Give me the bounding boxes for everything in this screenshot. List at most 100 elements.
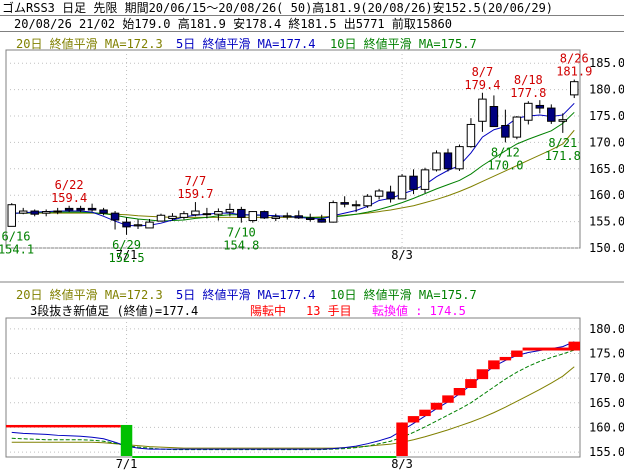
- candle-body: [512, 116, 522, 138]
- candle-body: [283, 215, 292, 218]
- break-brick: [465, 379, 477, 388]
- annotation-date: 6/16: [2, 229, 31, 243]
- candle-body: [225, 208, 235, 213]
- candle-body: [110, 212, 120, 221]
- candle-body: [363, 195, 372, 207]
- annotation-value: 181.9: [556, 65, 592, 79]
- candle-body: [202, 213, 212, 216]
- break-brick: [488, 360, 500, 370]
- candle-body: [87, 207, 97, 211]
- candle-body: [397, 175, 407, 200]
- candle-body: [524, 102, 533, 121]
- candle-body: [478, 98, 487, 122]
- break-brick: [6, 424, 121, 428]
- candle-body: [420, 169, 430, 190]
- break-brick: [522, 347, 569, 351]
- annotation-date: 8/26: [560, 52, 589, 66]
- break-plot-area: [5, 317, 581, 458]
- break-brick: [442, 395, 454, 403]
- annotation-value: 154.1: [0, 242, 34, 256]
- candle-body: [466, 123, 476, 148]
- candle-x-tick-label: 8/3: [391, 248, 413, 262]
- break-legend-ma20: 20日 終値平滑 MA=172.3: [16, 287, 163, 302]
- candle-body: [237, 208, 246, 218]
- candle-body: [191, 210, 200, 216]
- candle-body: [501, 125, 510, 138]
- break-brick: [132, 456, 397, 459]
- candle-body: [328, 202, 338, 223]
- annotation-value: 171.8: [545, 149, 581, 163]
- annotation-value: 159.4: [51, 191, 87, 205]
- candle-body: [168, 215, 177, 219]
- candle-body: [443, 152, 453, 170]
- candle-y-tick-label: 180.0: [589, 83, 624, 97]
- annotation-value: 152.5: [108, 251, 144, 265]
- candle-body: [214, 211, 223, 215]
- break-brick: [407, 416, 420, 423]
- candle-body: [351, 204, 361, 207]
- candle-y-tick-label: 165.0: [589, 162, 624, 176]
- annotation-value: 170.0: [487, 158, 523, 172]
- candle-body: [64, 207, 74, 211]
- candle-body: [156, 214, 166, 222]
- candle-body: [260, 211, 269, 219]
- candle-y-tick-label: 155.0: [589, 215, 624, 229]
- candle-body: [570, 81, 579, 96]
- candle-body: [271, 216, 281, 219]
- candle-body: [248, 211, 258, 222]
- break-y-tick-label: 180.0: [589, 322, 624, 336]
- candle-body: [374, 190, 384, 197]
- break-state: 陽転中: [250, 303, 286, 318]
- break-x-tick-label: 8/3: [391, 457, 413, 471]
- candlestick-panel: 20日 終値平滑 MA=172.3 5日 終値平滑 MA=177.4 10日 終値平…: [0, 36, 624, 265]
- break-info-label: 3段抜き新値足 (終値)=177.4: [30, 303, 198, 318]
- break-brick: [499, 356, 512, 361]
- break-reversal-value: 転換値 : 174.5: [372, 303, 466, 318]
- candle-body: [179, 213, 189, 218]
- candle-body: [547, 107, 556, 122]
- break-brick: [419, 409, 431, 417]
- break-brick: [396, 422, 408, 457]
- candle-body: [145, 221, 154, 229]
- candle-body: [409, 175, 418, 190]
- candle-body: [133, 224, 143, 227]
- candle-body: [340, 202, 349, 205]
- annotation-date: 8/12: [491, 145, 520, 159]
- candle-body: [386, 191, 395, 200]
- break-count: 13 手目: [306, 304, 352, 318]
- candle-body: [41, 211, 51, 214]
- candle-body: [455, 146, 464, 170]
- break-brick: [511, 350, 523, 357]
- annotation-date: 6/22: [55, 178, 84, 192]
- candle-legend-ma10: 10日 終値平滑 MA=175.7: [330, 36, 477, 51]
- annotation-date: 6/29: [112, 238, 141, 252]
- annotation-value: 179.4: [464, 78, 500, 92]
- ma5-line: [11, 102, 575, 227]
- candle-y-tick-label: 150.0: [589, 241, 624, 255]
- chart-header-period: ゴムRSS3 日足 先限 期間20/06/15～20/08/26( 50)高18…: [0, 0, 624, 16]
- annotation-value: 177.8: [510, 86, 546, 100]
- annotation-date: 7/10: [227, 226, 256, 240]
- candle-body: [305, 217, 315, 220]
- annotation-value: 159.7: [177, 187, 213, 201]
- break-y-tick-label: 160.0: [589, 420, 624, 434]
- candle-body: [30, 210, 39, 215]
- break-brick: [120, 424, 133, 457]
- candle-body: [535, 104, 545, 109]
- break-y-tick-label: 155.0: [589, 445, 624, 459]
- candle-body: [558, 119, 568, 122]
- candle-body: [122, 221, 131, 228]
- candle-body: [99, 209, 108, 214]
- chart-header-session: 20/08/26 21/02 始179.0 高181.9 安178.4 終181…: [0, 16, 624, 32]
- candle-body: [7, 204, 16, 227]
- annotation-date: 8/7: [472, 65, 494, 79]
- break-brick: [568, 341, 580, 351]
- break-y-tick-label: 170.0: [589, 371, 624, 385]
- candle-body: [294, 215, 303, 219]
- candle-body: [317, 218, 326, 223]
- candle-body: [76, 207, 85, 211]
- candle-body: [489, 105, 499, 128]
- annotation-date: 7/7: [185, 174, 207, 188]
- break-ma20-line: [11, 366, 575, 449]
